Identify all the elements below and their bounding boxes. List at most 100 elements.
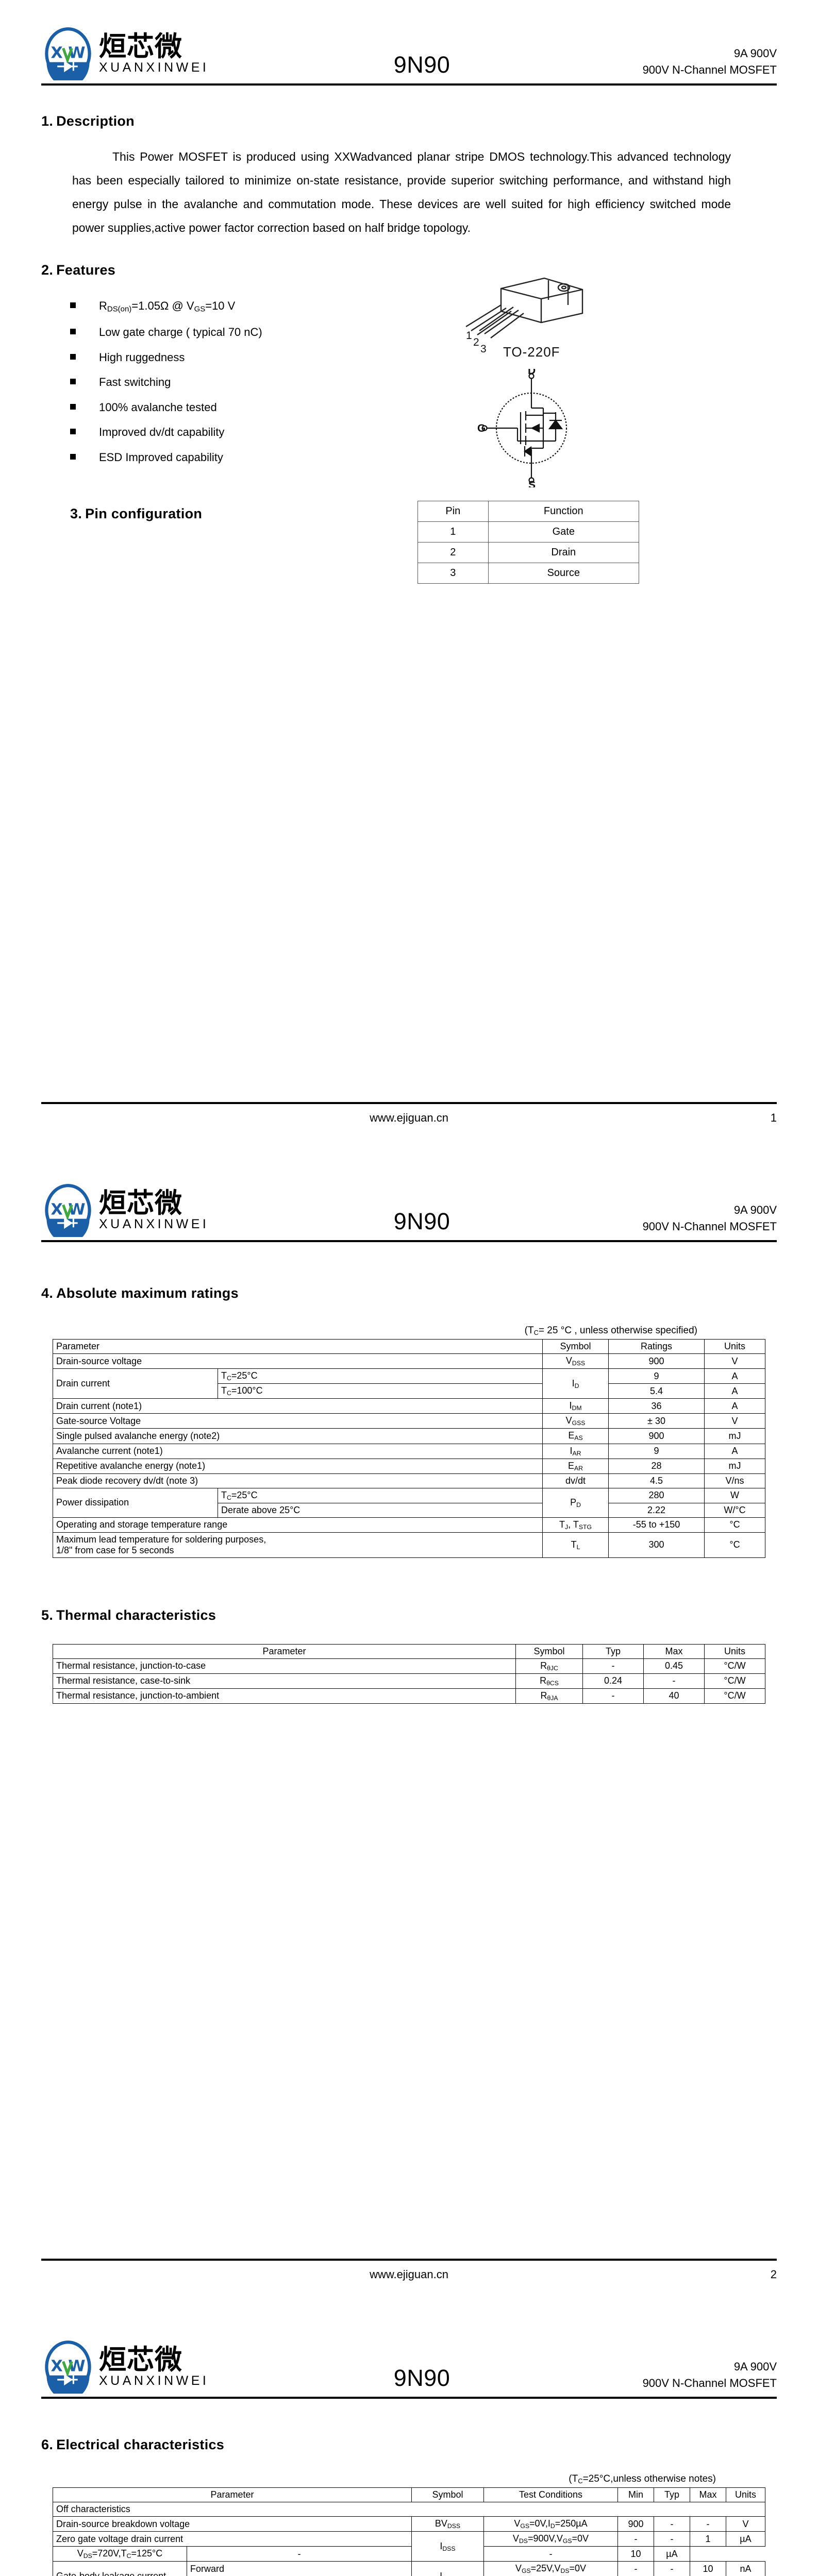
elec-min-cell: - <box>617 2561 654 2576</box>
abs-unit-cell: mJ <box>704 1458 765 1474</box>
abs-param-cell: Drain current <box>53 1368 218 1399</box>
elec-typ-cell: - <box>654 2516 690 2532</box>
svg-text:2: 2 <box>473 336 479 348</box>
footer-website[interactable]: www.ejiguan.cn <box>370 1111 448 1124</box>
abs-param-cell: Maximum lead temperature for soldering p… <box>53 1532 543 1558</box>
feature-item: RDS(on)=1.05Ω @ VGS=10 V <box>70 299 418 314</box>
header-rating-line: 9A 900V <box>733 1204 777 1217</box>
table-row: Single pulsed avalanche energy (note2) EA… <box>53 1428 765 1444</box>
elec-unit-cell: µA <box>654 2546 690 2562</box>
abs-param-cell: Operating and storage temperature range <box>53 1517 543 1533</box>
thermal-cell: - <box>582 1688 644 1704</box>
abs-symbol-cell: IAR <box>542 1443 609 1459</box>
elec-min-cell: - <box>187 2546 412 2562</box>
xuanxinwei-logo-icon: X W <box>41 1183 95 1244</box>
thermal-header-cell: Typ <box>582 1643 644 1659</box>
pin-table-cell: Source <box>488 563 640 584</box>
abs-rating-cell: 5.4 <box>608 1383 705 1399</box>
elec-param-cell: Gate-body leakage current <box>53 2561 187 2576</box>
elec-subparam-cell: Forward <box>187 2561 412 2576</box>
elec-condition-cell: VDS=900V,VGS=0V <box>483 2531 618 2547</box>
footer-page-number: 1 <box>770 1111 777 1124</box>
col-symbol: Symbol <box>542 1339 609 1354</box>
brand-name-en: XUANXINWEI <box>99 2374 209 2388</box>
abs-symbol-cell: VGSS <box>542 1413 609 1429</box>
brand-name-cn: 烜芯微 <box>99 31 182 62</box>
thermal-header-cell: Units <box>704 1643 765 1659</box>
header-rating-line: 9A 900V <box>733 2360 777 2374</box>
elec-condition-cell: VGS=0V,ID=250µA <box>483 2516 618 2532</box>
thermal-cell: Thermal resistance, case-to-sink <box>53 1673 516 1689</box>
col-min: Min <box>617 2487 654 2503</box>
pin-table-header-cell: Function <box>488 501 640 522</box>
brand-text: 烜芯微 XUANXINWEI <box>99 2346 209 2387</box>
abs-unit-cell: W <box>704 1487 765 1503</box>
section-2-title: Features <box>56 262 116 278</box>
col-parameter: Parameter <box>53 2487 412 2503</box>
table-row: Drain current (note1) IDM 36 A <box>53 1398 765 1414</box>
abs-subcondition-cell: TC=25°C <box>218 1368 543 1384</box>
xuanxinwei-logo-icon: X W <box>41 27 95 87</box>
page-3: X W 烜芯微 XUANXINWEI 9N90 9A 900V 900V N-C… <box>0 2313 818 2576</box>
abs-rating-cell: 9 <box>608 1443 705 1459</box>
table-row: Gate-body leakage currentForwardIGSSVGS=… <box>53 2561 765 2576</box>
col-test-conditions: Test Conditions <box>483 2487 618 2503</box>
header-device-info: 9A 900V 900V N-Channel MOSFET <box>555 45 777 80</box>
description-text: This Power MOSFET is produced using XXWa… <box>72 150 731 234</box>
table-row: Thermal resistance, case-to-sink RθCS 0.24… <box>53 1673 765 1689</box>
abs-rating-cell: 300 <box>608 1532 705 1558</box>
thermal-cell: 0.45 <box>643 1658 705 1674</box>
electrical-table-body: Off characteristics Drain-source breakdow… <box>53 2502 765 2576</box>
header-divider <box>41 1240 777 1242</box>
elec-symbol-cell: BVDSS <box>411 2516 484 2532</box>
abs-symbol-cell: ID <box>542 1368 609 1399</box>
page-header: X W 烜芯微 XUANXINWEI 9N90 9A 900V 900V N-C… <box>41 2313 777 2400</box>
svg-text:D: D <box>528 369 536 377</box>
part-number: 9N90 <box>393 52 450 78</box>
abs-param-cell: Peak diode recovery dv/dt (note 3) <box>53 1473 543 1488</box>
table-header-row: Parameter Symbol Typ Max Units <box>53 1643 765 1659</box>
page-2: X W 烜芯微 XUANXINWEI 9N90 9A 900V 900V N-C… <box>0 1157 818 2313</box>
section-3-number: 3. <box>70 506 82 522</box>
pin-table-header-cell: Pin <box>418 501 489 522</box>
footer-website[interactable]: www.ejiguan.cn <box>370 2268 448 2281</box>
feature-item: High ruggedness <box>70 350 418 365</box>
pin-table-cell: 3 <box>418 563 489 584</box>
pin-table-cell: Drain <box>488 542 640 563</box>
table-row: 2 Drain <box>418 542 640 563</box>
section-6-title: Electrical characteristics <box>56 2437 225 2452</box>
abs-unit-cell: A <box>704 1443 765 1459</box>
table-row: Thermal resistance, junction-to-case RθJC… <box>53 1658 765 1674</box>
absolute-maximum-ratings-table: Parameter Symbol Ratings Units Drain-sou… <box>53 1339 765 1558</box>
brand-text: 烜芯微 XUANXINWEI <box>99 33 209 74</box>
abs-symbol-cell: VDSS <box>542 1353 609 1369</box>
table-row: Gate-source Voltage VGSS ± 30 V <box>53 1413 765 1429</box>
table-row: Drain current TC=25°C ID 9 A <box>53 1368 765 1399</box>
abs-rating-cell: 36 <box>608 1398 705 1414</box>
col-symbol: Symbol <box>411 2487 484 2503</box>
abs-symbol-cell: TJ, TSTG <box>542 1517 609 1533</box>
section-3-title: Pin configuration <box>85 506 203 522</box>
section-5-heading: 5. Thermal characteristics <box>41 1607 777 1623</box>
abs-unit-cell: W/°C <box>704 1502 765 1518</box>
features-list: RDS(on)=1.05Ω @ VGS=10 V Low gate charge … <box>70 299 418 464</box>
table-header-row: Parameter Symbol Ratings Units <box>53 1339 765 1354</box>
thermal-cell: RθCS <box>515 1673 583 1689</box>
table-row: Drain-source voltage VDSS 900 V <box>53 1353 765 1369</box>
brand-logo: X W 烜芯微 XUANXINWEI <box>41 1183 289 1244</box>
thermal-cell: RθJC <box>515 1658 583 1674</box>
svg-text:G: G <box>477 422 486 434</box>
feature-item: Low gate charge ( typical 70 nC) <box>70 325 418 340</box>
table-row: Avalanche current (note1) IAR 9 A <box>53 1443 765 1459</box>
header-device-info: 9A 900V 900V N-Channel MOSFET <box>555 2359 777 2394</box>
pin-table-cell: 2 <box>418 542 489 563</box>
pin-table-cell: 1 <box>418 521 489 543</box>
abs-unit-cell: A <box>704 1398 765 1414</box>
abs-subcondition-cell: Derate above 25°C <box>218 1502 543 1518</box>
brand-name-en: XUANXINWEI <box>99 1217 209 1231</box>
table-row: Repetitive avalanche energy (note1) EAR 28… <box>53 1458 765 1474</box>
brand-name-cn: 烜芯微 <box>99 1188 182 1219</box>
abs-rating-cell: 9 <box>608 1368 705 1384</box>
col-units: Units <box>726 2487 765 2503</box>
feature-item: 100% avalanche tested <box>70 400 418 415</box>
